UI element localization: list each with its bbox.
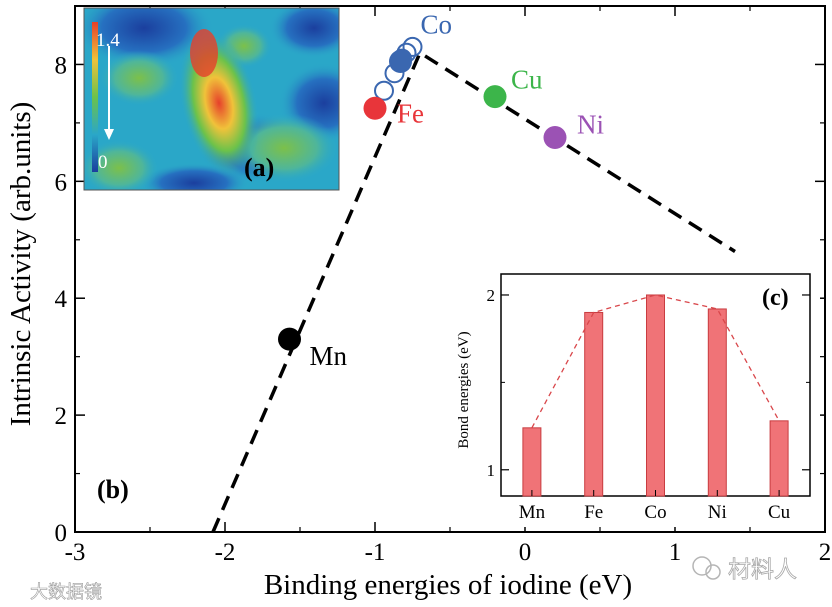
volcano-trend-path xyxy=(211,50,736,532)
point-label-mn: Mn xyxy=(310,341,348,371)
x-tick-label: -3 xyxy=(65,539,86,566)
co-open-marker xyxy=(402,36,423,57)
panel-c-label: (c) xyxy=(762,285,789,311)
x-tick-label: -2 xyxy=(215,539,236,566)
point-fe xyxy=(363,96,387,120)
volcano-trend-line xyxy=(211,50,736,532)
point-co xyxy=(389,50,412,74)
watermark-left: 大数据镜 xyxy=(10,582,102,603)
inset-heatmap: 1.4 0 (a) xyxy=(83,7,340,191)
y-tick-label: 2 xyxy=(55,403,68,430)
inset-trend-line xyxy=(531,294,780,429)
x-tick-label: -1 xyxy=(365,539,386,566)
colorbar-min-label: 0 xyxy=(98,152,108,173)
inset-x-tick-label: Co xyxy=(644,502,666,523)
x-tick-label: 0 xyxy=(519,539,532,566)
colorbar-max-label: 1.4 xyxy=(96,30,120,51)
watermark-left-text: 大数据镜 xyxy=(30,582,102,603)
watermark-right-text: 材料人 xyxy=(728,557,797,583)
x-tick-label: 1 xyxy=(669,539,682,566)
colorbar xyxy=(92,22,98,172)
panel-a-label: (a) xyxy=(244,153,274,182)
point-label-ni: Ni xyxy=(577,110,604,140)
y-tick-label: 6 xyxy=(55,169,68,196)
main-y-axis-label: Intrinsic Activity (arb.units) xyxy=(5,102,37,427)
y-tick-label: 8 xyxy=(55,52,68,79)
inset-bars xyxy=(522,294,789,497)
inset-x-tick-label: Mn xyxy=(519,502,546,523)
metal-points: Mn Fe Co Cu Ni xyxy=(278,10,604,371)
bar-ni xyxy=(707,308,727,497)
inset-x-tick-label: Cu xyxy=(768,502,791,523)
inset-x-tick-label: Ni xyxy=(708,502,727,523)
y-tick-label: 0 xyxy=(55,520,68,547)
inset-y-tick-label: 1 xyxy=(487,461,496,480)
inset-y-tick-label: 2 xyxy=(487,286,496,305)
point-mn xyxy=(278,327,301,351)
watermark-right: 材料人 xyxy=(692,556,797,583)
inset-y-axis-label: Bond energies (eV) xyxy=(456,331,472,448)
inset-ticks: 12 xyxy=(487,286,810,480)
main-x-axis-label: Binding energies of iodine (eV) xyxy=(264,569,632,601)
y-tick-label: 4 xyxy=(55,286,68,313)
point-ni xyxy=(543,126,567,149)
co-open-marker xyxy=(374,80,394,101)
inset-x-tick-label: Fe xyxy=(584,502,603,523)
panel-b-label: (b) xyxy=(97,475,129,504)
point-label-fe: Fe xyxy=(397,98,424,128)
bar-cu xyxy=(769,420,789,497)
x-tick-label: 2 xyxy=(819,539,832,566)
inset-category-labels: Mn Fe Co Ni Cu xyxy=(519,490,791,523)
bar-fe xyxy=(584,311,604,497)
bar-mn xyxy=(522,427,542,497)
point-label-co: Co xyxy=(421,10,453,40)
inset-bar-chart: 12 Mn Fe Co Ni Cu Bond energies (eV) (c) xyxy=(440,265,820,527)
bar-co xyxy=(646,294,665,497)
point-cu xyxy=(483,85,507,109)
point-label-cu: Cu xyxy=(511,65,543,95)
